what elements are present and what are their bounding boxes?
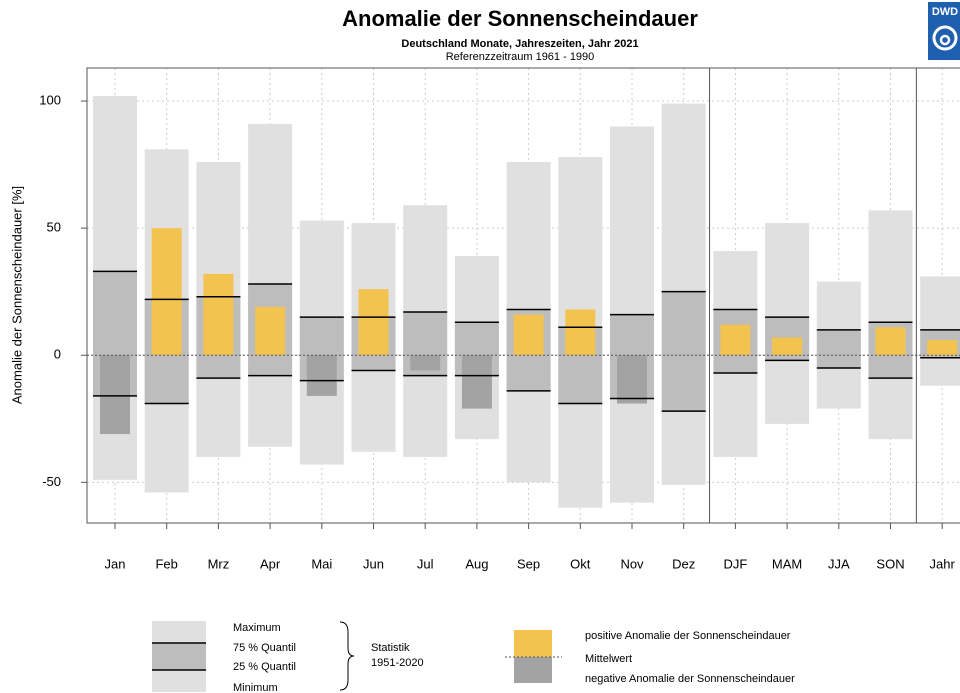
x-tick-label: Okt — [570, 556, 591, 571]
quartile-box — [816, 329, 861, 368]
x-tick-label: Jul — [417, 556, 434, 571]
chart-subtitle: Deutschland Monate, Jahreszeiten, Jahr 2… — [401, 38, 638, 50]
y-axis-label: Anomalie der Sonnenscheindauer [%] — [9, 186, 24, 404]
legend-label: positive Anomalie der Sonnenscheindauer — [585, 630, 791, 642]
x-tick-label: Jahr — [930, 556, 956, 571]
legend: Maximum 75 % Quantil 25 % Quantil Minimu… — [152, 621, 795, 693]
anomaly-bar — [358, 289, 389, 356]
x-tick-label: Nov — [620, 556, 644, 571]
legend-quartile — [152, 643, 206, 670]
legend-label: 25 % Quantil — [233, 661, 296, 673]
legend-negative — [514, 657, 552, 683]
x-tick-label: MAM — [772, 556, 802, 571]
x-tick-label: Sep — [517, 556, 540, 571]
legend-label: Statistik — [371, 642, 410, 654]
x-tick-label: DJF — [723, 556, 747, 571]
chart-title: Anomalie der Sonnenscheindauer — [342, 6, 698, 31]
anomaly-bar — [203, 273, 234, 356]
anomaly-bar — [875, 327, 906, 356]
y-tick-label: 50 — [47, 220, 61, 235]
x-tick-label: Mai — [311, 556, 332, 571]
legend-brace — [339, 621, 355, 691]
quartile-box — [661, 291, 706, 412]
legend-label: 1951-2020 — [371, 657, 424, 669]
anomaly-bar — [410, 355, 441, 371]
y-tick-label: 100 — [39, 92, 61, 107]
x-tick-label: Apr — [260, 556, 281, 571]
x-tick-label: Feb — [155, 556, 177, 571]
anomaly-bar — [255, 306, 286, 356]
legend-label: 75 % Quantil — [233, 642, 296, 654]
logo: DWD — [928, 2, 960, 60]
legend-positive — [514, 630, 552, 657]
y-tick-label: -50 — [42, 474, 61, 489]
logo-icon — [939, 34, 951, 46]
anomaly-bar — [617, 355, 647, 404]
legend-label: Maximum — [233, 622, 281, 634]
anomaly-bar — [461, 355, 492, 409]
anomaly-bar — [927, 339, 958, 356]
x-tick-label: Jan — [105, 556, 126, 571]
anomaly-bar — [772, 337, 803, 356]
x-tick-label: Mrz — [208, 556, 230, 571]
x-tick-label: JJA — [828, 556, 850, 571]
anomaly-bar — [565, 309, 596, 356]
anomaly-bar — [513, 314, 544, 356]
legend-label: Minimum — [233, 682, 278, 693]
plot-frame — [86, 67, 960, 524]
legend-label: negative Anomalie der Sonnenscheindauer — [585, 673, 795, 685]
x-tick-label: SON — [876, 556, 904, 571]
anomaly-bar — [306, 355, 337, 396]
anomaly-bar — [151, 228, 182, 356]
legend-label: Mittelwert — [585, 653, 632, 665]
logo-icon — [932, 25, 958, 51]
anomaly-bar — [100, 355, 130, 435]
anomaly-bar — [720, 324, 751, 356]
x-tick-label: Dez — [672, 556, 695, 571]
y-tick-label: 0 — [54, 347, 61, 362]
x-tick-label: Aug — [465, 556, 488, 571]
chart-note: Referenzzeitraum 1961 - 1990 — [446, 51, 595, 63]
logo-text: DWD — [932, 6, 958, 18]
x-tick-label: Jun — [363, 556, 384, 571]
